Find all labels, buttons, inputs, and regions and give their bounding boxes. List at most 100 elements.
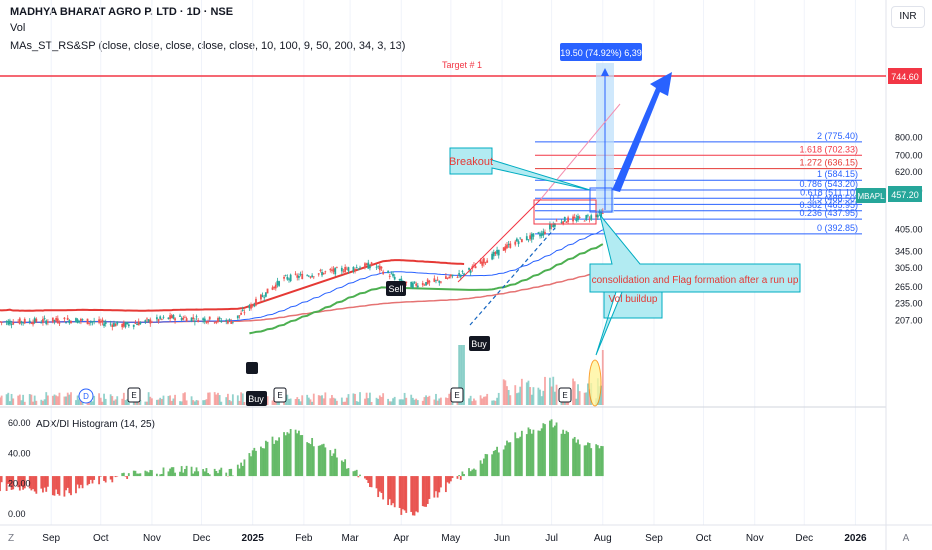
flag-box-right[interactable] [589,187,613,213]
sell-signal[interactable]: Sell [386,281,406,296]
volume-bar [387,398,390,405]
indicator-legend[interactable]: MAs_ST_RS&SP (close, close, close, close… [10,40,406,52]
candle [113,320,115,328]
candle [392,271,394,278]
time-tick: Jul [545,533,558,544]
adx-bar [45,476,48,492]
breakout-callout-shape[interactable] [449,147,591,191]
volume-bar [324,392,327,405]
buy-signal-jan[interactable]: Buy [246,391,267,406]
adx-bar [562,429,565,477]
time-tick: Apr [394,533,410,544]
adx-bar [170,467,173,477]
adx-bar [321,444,323,477]
earnings-marker-oct[interactable]: E [127,387,141,403]
price-tick: 235.00 [895,298,923,308]
adx-bar [53,476,56,496]
adx-bar [492,450,495,477]
adx-bar [590,448,593,477]
earnings-marker-jan[interactable]: E [273,387,287,403]
current-price-tag[interactable]: 457.20 [888,186,922,202]
projection-arrow[interactable] [612,72,672,192]
fib-level-label: 1.272 (636.15) [799,158,858,168]
volume-legend[interactable]: Vol [10,22,26,34]
price-tick: 800.00 [895,133,923,143]
trend-projection-line[interactable] [539,103,621,201]
symbol-tag[interactable]: MBAPL [856,188,886,203]
adx-bar [217,473,219,477]
candle [549,221,551,232]
volume-bar [104,398,107,405]
vol-highlight-ellipse[interactable] [588,359,602,407]
adx-bar [289,429,292,477]
volume-bar [319,395,322,405]
volume-bar [179,401,181,405]
candle [56,315,59,324]
earnings-marker-may[interactable]: E [450,387,464,403]
candle [162,315,165,320]
adx-bar [261,448,264,477]
volume-bar [357,401,360,405]
adx-bar [410,476,413,512]
candle [132,324,135,330]
candle [504,243,507,253]
volume-bar [415,398,418,405]
adx-bar [369,476,371,487]
volume-bar [471,401,474,405]
trend-channel-upper[interactable] [457,199,541,283]
volume-bar [286,394,289,405]
candle [202,317,205,324]
adx-bar [155,473,158,477]
volume-bar [23,401,26,405]
adx-bar [30,476,33,491]
volume-bar [329,398,332,405]
dividend-marker[interactable]: D [78,388,94,404]
volume-bar [575,398,578,405]
adx-bar [51,476,54,496]
adx-bar [78,476,81,489]
volume-bar [542,390,545,405]
volume-bar [553,391,556,405]
candle [540,230,543,239]
adx-bar [5,476,8,491]
time-tick: Feb [295,533,313,544]
adx-bar [7,476,10,484]
earnings-marker-jul[interactable]: E [558,387,572,403]
buy-signal-small[interactable] [246,362,258,374]
candle [276,277,279,288]
timezone-glyph[interactable]: Z [8,533,14,544]
trend-channel-lower[interactable] [469,227,556,326]
candle [167,317,170,320]
volume-bar [7,392,10,405]
adx-bar [184,468,186,477]
volume-bar [68,394,71,405]
adx-bar [367,476,370,484]
adx-bar [80,476,82,485]
adx-bar [502,449,505,477]
candle [497,249,500,259]
candle [601,208,604,214]
adx-legend[interactable]: ADX/DI Histogram (14, 25) [36,419,155,430]
adx-bar [549,420,551,477]
candle [236,315,239,320]
candle [469,269,472,276]
candle [377,265,380,269]
adx-bar [12,476,15,490]
volume-bar [28,394,31,405]
candle [260,293,262,302]
symbol-title[interactable]: MADHYA BHARAT AGRO P. LTD · 1D · NSE [10,6,234,18]
volume-bar [347,394,350,405]
target-price-tag[interactable]: 744.60 [888,68,922,84]
candle [240,310,243,316]
candle [329,267,332,273]
volume-bar [296,397,299,405]
buy-signal-may[interactable]: Buy [469,336,490,351]
currency-button[interactable]: INR [891,6,925,28]
price-tick: 620.00 [895,167,923,177]
vol-callout-shape[interactable] [595,291,663,356]
adx-bar [365,476,368,480]
auto-scale-glyph[interactable]: A [903,533,910,544]
adx-bar [127,473,130,477]
volume-bar [301,395,304,405]
